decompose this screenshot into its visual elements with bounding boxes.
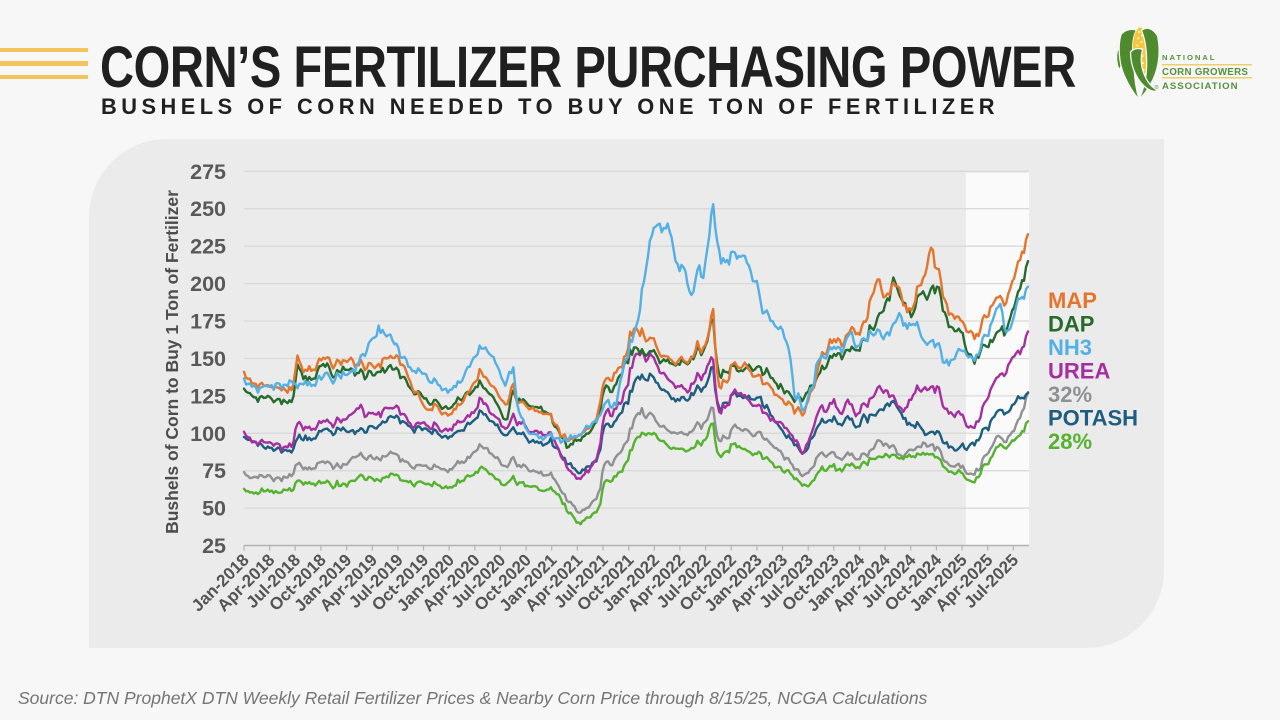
svg-text:Bushels of Corn to Buy 1 Ton o: Bushels of Corn to Buy 1 Ton of Fertiliz… <box>162 190 182 534</box>
svg-text:NH3: NH3 <box>1048 335 1092 360</box>
svg-text:ASSOCIATION: ASSOCIATION <box>1162 81 1238 92</box>
svg-text:28%: 28% <box>1048 429 1092 454</box>
svg-text:®: ® <box>1155 84 1159 91</box>
svg-text:32%: 32% <box>1048 382 1092 407</box>
svg-text:CORN GROWERS: CORN GROWERS <box>1162 67 1248 78</box>
svg-text:225: 225 <box>190 235 226 259</box>
svg-text:200: 200 <box>190 272 226 296</box>
svg-text:100: 100 <box>190 422 226 446</box>
svg-text:175: 175 <box>190 310 226 334</box>
svg-text:DAP: DAP <box>1048 312 1094 337</box>
svg-text:75: 75 <box>202 459 226 483</box>
svg-text:UREA: UREA <box>1048 359 1110 384</box>
svg-text:150: 150 <box>190 347 226 371</box>
svg-text:275: 275 <box>190 160 226 184</box>
svg-text:POTASH: POTASH <box>1048 406 1138 431</box>
svg-text:NATIONAL: NATIONAL <box>1162 53 1216 62</box>
svg-text:MAP: MAP <box>1048 288 1097 313</box>
svg-text:50: 50 <box>202 497 226 521</box>
svg-text:250: 250 <box>190 197 226 221</box>
svg-text:125: 125 <box>190 384 226 408</box>
svg-text:25: 25 <box>202 534 226 558</box>
